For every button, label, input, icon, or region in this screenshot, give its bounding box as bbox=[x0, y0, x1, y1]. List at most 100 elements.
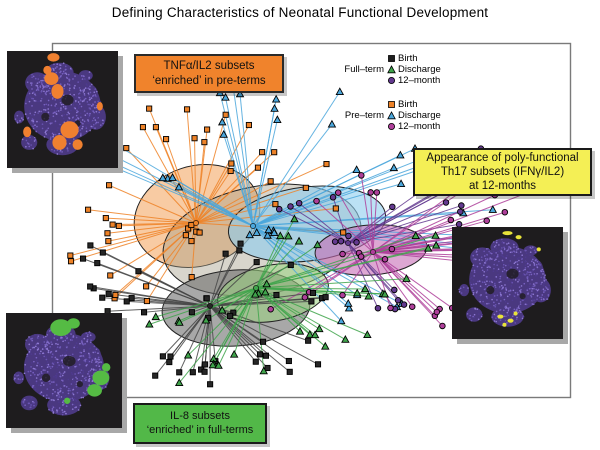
network-edge bbox=[195, 114, 227, 224]
network-edge bbox=[209, 305, 257, 363]
network-node bbox=[135, 268, 142, 275]
network-node bbox=[308, 298, 315, 305]
network-edge bbox=[255, 287, 385, 295]
plot-border bbox=[51, 42, 572, 399]
network-edge bbox=[221, 287, 257, 311]
network-node bbox=[105, 238, 112, 245]
network-edge bbox=[195, 203, 276, 224]
network-edge bbox=[347, 206, 393, 244]
network-edge bbox=[178, 305, 211, 373]
legend-group-preterm: Pre–term Birth Discharge 12–month bbox=[330, 99, 441, 132]
network-node bbox=[123, 145, 130, 152]
network-edge bbox=[170, 305, 211, 357]
network-edge bbox=[195, 207, 336, 224]
network-edge bbox=[195, 163, 232, 224]
network-node bbox=[488, 205, 498, 213]
network-node bbox=[431, 231, 440, 239]
network-edge bbox=[209, 253, 227, 307]
network-node bbox=[387, 304, 394, 312]
network-node bbox=[313, 197, 320, 205]
network-node bbox=[145, 319, 154, 328]
network-edge bbox=[372, 192, 378, 253]
network-node bbox=[287, 203, 294, 210]
inset-highlights bbox=[497, 231, 541, 327]
network-node bbox=[256, 351, 264, 358]
network-edge bbox=[149, 287, 257, 325]
nodes-fullterm-discharge bbox=[145, 214, 441, 387]
network-node bbox=[310, 330, 320, 339]
network-node bbox=[329, 194, 337, 201]
network-edge bbox=[347, 242, 379, 309]
network-node bbox=[483, 217, 490, 225]
network-node bbox=[396, 150, 405, 159]
network-node bbox=[143, 297, 150, 305]
legend-item-label: Birth bbox=[398, 99, 418, 110]
nodes-fullterm-birth bbox=[79, 240, 329, 388]
network-node bbox=[214, 360, 223, 369]
network-node bbox=[336, 316, 346, 325]
network-edge bbox=[252, 225, 342, 322]
network-node bbox=[321, 341, 330, 350]
network-edge bbox=[372, 251, 436, 317]
network-node bbox=[284, 231, 293, 240]
network-edge bbox=[278, 208, 349, 244]
network-node bbox=[201, 139, 208, 146]
edges-fullterm-discharge bbox=[149, 218, 437, 384]
network-edge bbox=[142, 126, 197, 224]
triangle-marker-icon bbox=[387, 111, 396, 120]
network-node bbox=[433, 308, 441, 316]
network-node bbox=[360, 284, 370, 293]
inset-highlights bbox=[23, 53, 103, 150]
network-edge bbox=[342, 251, 374, 296]
network-node bbox=[188, 274, 195, 281]
network-edge bbox=[252, 212, 464, 227]
network-node bbox=[183, 106, 191, 113]
tsne-inset-12month-yellow bbox=[452, 227, 563, 339]
network-node bbox=[323, 161, 330, 168]
network-node bbox=[431, 240, 441, 249]
network-node bbox=[305, 329, 315, 338]
network-node bbox=[222, 111, 229, 118]
network-edge bbox=[90, 286, 211, 307]
network-node bbox=[217, 117, 227, 126]
network-node bbox=[174, 182, 184, 191]
network-node bbox=[327, 119, 337, 128]
network-edge bbox=[108, 222, 197, 242]
legend-item-label: 12–month bbox=[398, 75, 441, 86]
network-node bbox=[102, 215, 109, 222]
network-node bbox=[222, 250, 229, 257]
network-edge bbox=[195, 124, 250, 224]
network-node bbox=[275, 205, 283, 213]
network-node bbox=[341, 334, 350, 343]
legend-item: Birth bbox=[387, 53, 441, 64]
network-edge bbox=[255, 218, 295, 289]
network-node bbox=[267, 178, 274, 185]
network-node bbox=[439, 322, 446, 330]
network-edge bbox=[290, 206, 349, 244]
network-edge bbox=[255, 287, 346, 341]
network-node bbox=[309, 289, 317, 296]
network-edge bbox=[172, 177, 254, 227]
network-node bbox=[305, 337, 312, 344]
network-edge bbox=[252, 148, 416, 227]
network-edge bbox=[252, 99, 277, 227]
network-edge bbox=[105, 217, 197, 224]
network-node bbox=[99, 249, 106, 256]
callout-line: Th17 subsets (IFNγ/IL2) bbox=[440, 165, 565, 178]
network-node bbox=[315, 324, 324, 333]
network-node bbox=[152, 124, 159, 131]
network-node bbox=[159, 353, 166, 360]
legend-group-fullterm: Full–term Birth Discharge 12–month bbox=[330, 53, 441, 86]
network-node bbox=[176, 369, 183, 376]
network-edge bbox=[239, 94, 254, 227]
network-edge bbox=[212, 287, 257, 366]
callout-preterm-tnfa-il2: TNFα/IL2 subsets ‘enriched’ in pre-terms bbox=[134, 54, 284, 93]
network-edge bbox=[372, 194, 496, 253]
network-edge bbox=[195, 163, 327, 224]
network-node bbox=[314, 361, 322, 368]
network-node bbox=[262, 352, 269, 359]
network-edge bbox=[252, 124, 333, 227]
legend-group-label: Full–term bbox=[344, 64, 384, 75]
network-edge bbox=[125, 147, 197, 224]
network-node bbox=[294, 236, 304, 245]
